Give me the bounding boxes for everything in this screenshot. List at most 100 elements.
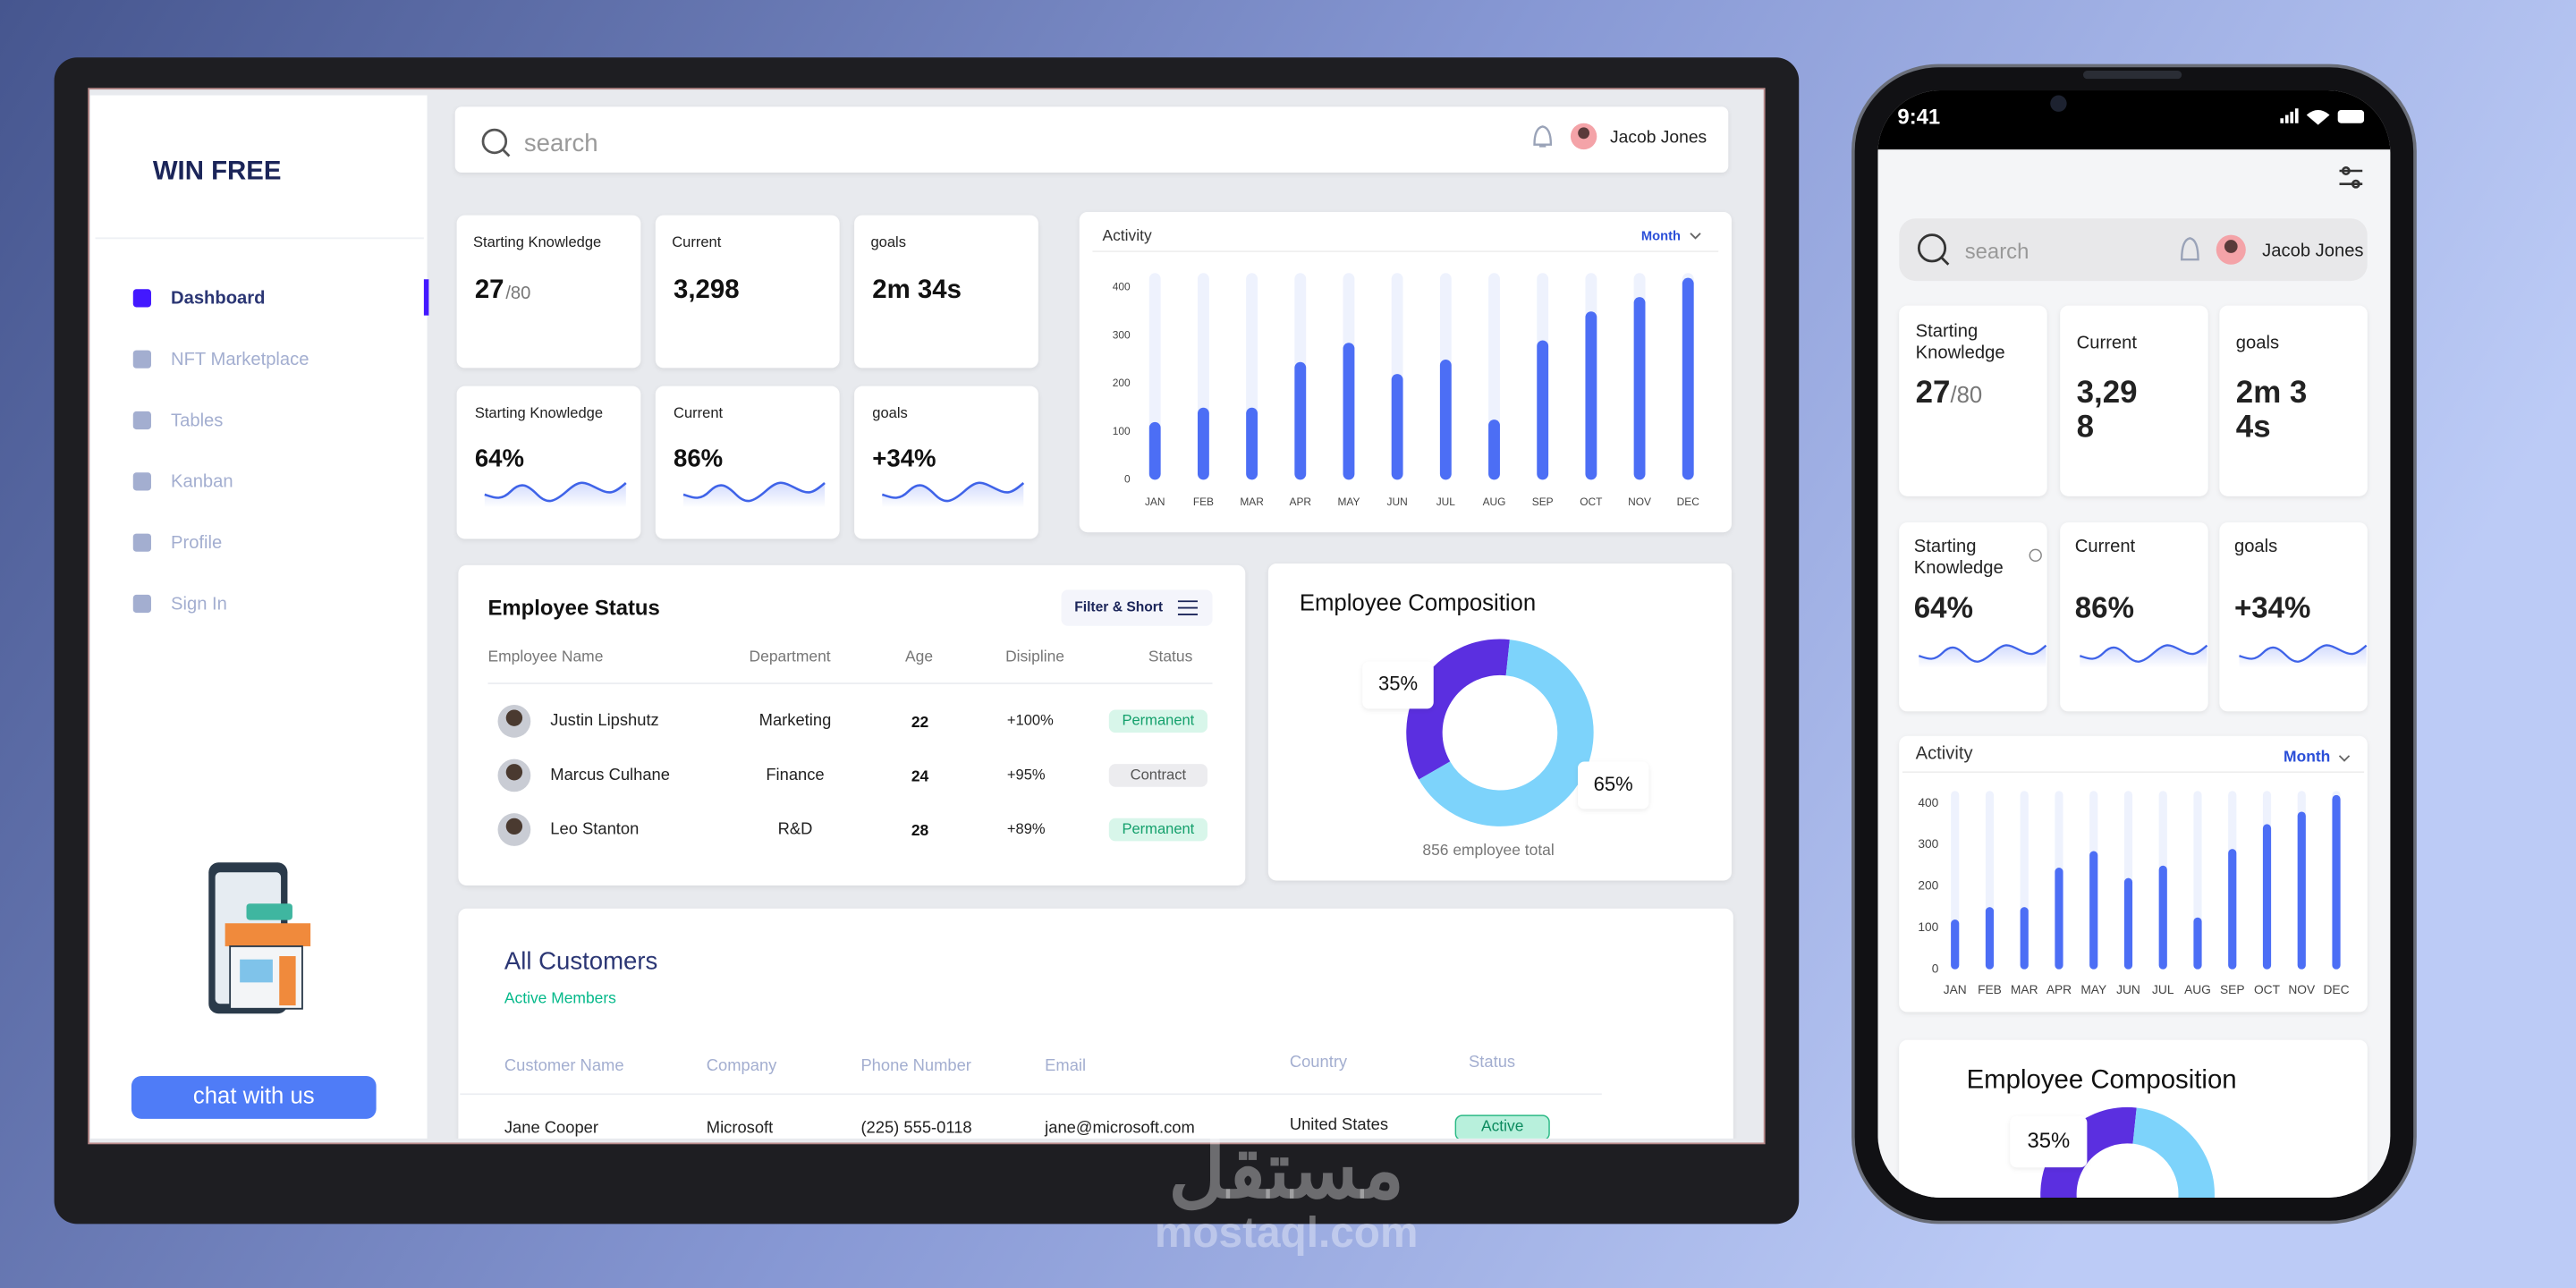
sparkline — [2079, 644, 2208, 668]
period-select[interactable]: Month — [1641, 229, 1681, 243]
stat-label: goals — [870, 233, 905, 250]
kpi-label: Current — [2074, 537, 2136, 557]
customer-cell: Jane Cooper — [504, 1118, 598, 1137]
period-select[interactable]: Month — [2284, 747, 2330, 765]
card-content: Starting Knowledge 27/80 — [1915, 322, 2005, 411]
y-tick-label: 400 — [1113, 281, 1131, 293]
donut-label-box — [1578, 761, 1649, 809]
bell-icon[interactable] — [2180, 237, 2199, 261]
bell-icon[interactable] — [1533, 125, 1553, 148]
employee-discipline: +89% — [1007, 820, 1046, 837]
search-icon — [1941, 257, 1950, 266]
sparkline-area — [484, 482, 626, 508]
sparkline — [2239, 644, 2368, 668]
phone-screen: 9:41 search Jacob Jones Starting Knowled… — [1877, 90, 2391, 1198]
chat-button-label[interactable]: chat with us — [193, 1084, 315, 1109]
donut-label: 35% — [2028, 1129, 2071, 1153]
bar — [2055, 868, 2063, 970]
phone-time: 9:41 — [1897, 106, 1940, 130]
user-name[interactable]: Jacob Jones — [2262, 241, 2363, 260]
column-header: Phone Number — [860, 1055, 971, 1074]
column-header: Age — [905, 647, 933, 665]
bar — [1951, 919, 1960, 970]
phone-search-bar[interactable] — [1899, 218, 2368, 282]
sparkline — [484, 481, 627, 508]
search-icon — [481, 128, 508, 155]
stat-value: 27 — [475, 275, 504, 304]
chart-title: Activity — [1916, 743, 1974, 763]
active-indicator — [423, 279, 429, 316]
card — [458, 564, 1246, 886]
bar — [2297, 811, 2306, 970]
x-tick-label: FEB — [1193, 496, 1214, 508]
brand: WIN FREE — [153, 157, 282, 186]
x-tick-label: JUL — [1436, 496, 1456, 508]
filter-button[interactable] — [1061, 589, 1213, 626]
nav-item[interactable]: Dashboard — [171, 289, 265, 309]
employee-age: 24 — [911, 767, 929, 784]
sparkline — [682, 481, 826, 508]
x-tick-label: OCT — [1580, 496, 1603, 508]
kpi-value: +34% — [872, 445, 936, 472]
y-tick-label: 100 — [1918, 920, 1938, 934]
column-header: Disipline — [1005, 647, 1064, 665]
nav-item[interactable]: Kanban — [171, 472, 233, 492]
x-tick-label: SEP — [1532, 496, 1554, 508]
nav-icon — [132, 533, 151, 552]
stat-label: Starting Knowledge — [473, 233, 601, 250]
employee-department: R&D — [778, 818, 813, 837]
bar — [1439, 360, 1452, 480]
chart-title: Employee Composition — [1967, 1064, 2237, 1094]
search-bar[interactable] — [454, 106, 1729, 173]
filter-button-label[interactable]: Filter & Short — [1074, 600, 1163, 615]
nav-icon — [132, 472, 151, 491]
stat-value: 27 — [1915, 376, 1951, 411]
sparkline — [1918, 644, 2047, 668]
bar — [2228, 849, 2237, 970]
x-tick-label: FEB — [1978, 983, 2002, 996]
x-tick-label: DEC — [2323, 983, 2349, 996]
nav-item[interactable]: Sign In — [171, 594, 227, 614]
status-label: Active — [1481, 1117, 1523, 1135]
employee-avatar — [505, 818, 523, 835]
employee-department: Marketing — [759, 710, 832, 729]
y-tick-label: 300 — [1113, 328, 1131, 341]
nav-item[interactable]: NFT Marketplace — [171, 350, 309, 369]
sparkline-line — [484, 481, 627, 503]
bar — [2020, 907, 2029, 970]
employee-name: Marcus Culhane — [550, 765, 670, 784]
chart-title: Activity — [1102, 226, 1152, 244]
illustration — [208, 862, 311, 1014]
column-header: Department — [750, 647, 831, 665]
search-placeholder[interactable]: search — [524, 129, 598, 157]
chat-button[interactable] — [131, 1076, 377, 1119]
x-tick-label: APR — [2046, 983, 2072, 996]
stat-value: 3,298 — [674, 275, 740, 304]
card — [2219, 305, 2368, 496]
x-tick-label: MAR — [2011, 983, 2038, 996]
column-header: Employee Name — [488, 647, 604, 665]
bar — [2332, 794, 2341, 970]
table-subtitle: Active Members — [504, 988, 616, 1006]
kpi-value: 64% — [1913, 591, 1973, 624]
card — [1899, 305, 2047, 496]
employee-name: Leo Stanton — [550, 818, 639, 837]
search-placeholder[interactable]: search — [1965, 240, 2029, 264]
user-name[interactable]: Jacob Jones — [1610, 128, 1707, 147]
nav-icon — [132, 594, 151, 614]
column-header: Customer Name — [504, 1055, 624, 1074]
y-tick-label: 200 — [1113, 377, 1131, 389]
status-icons — [2280, 108, 2365, 125]
nav-icon — [132, 411, 151, 430]
status-label: Contract — [1131, 766, 1187, 783]
chevron — [2338, 755, 2351, 762]
nav-item[interactable]: Profile — [171, 533, 222, 553]
filter-icon[interactable] — [2339, 166, 2363, 189]
avatar — [2224, 240, 2238, 253]
chart-caption: 856 employee total — [1422, 841, 1554, 859]
bar — [1391, 374, 1403, 480]
y-tick-label: 300 — [1918, 837, 1938, 851]
column-header: Status — [1148, 647, 1193, 665]
nav-item[interactable]: Tables — [171, 411, 223, 430]
